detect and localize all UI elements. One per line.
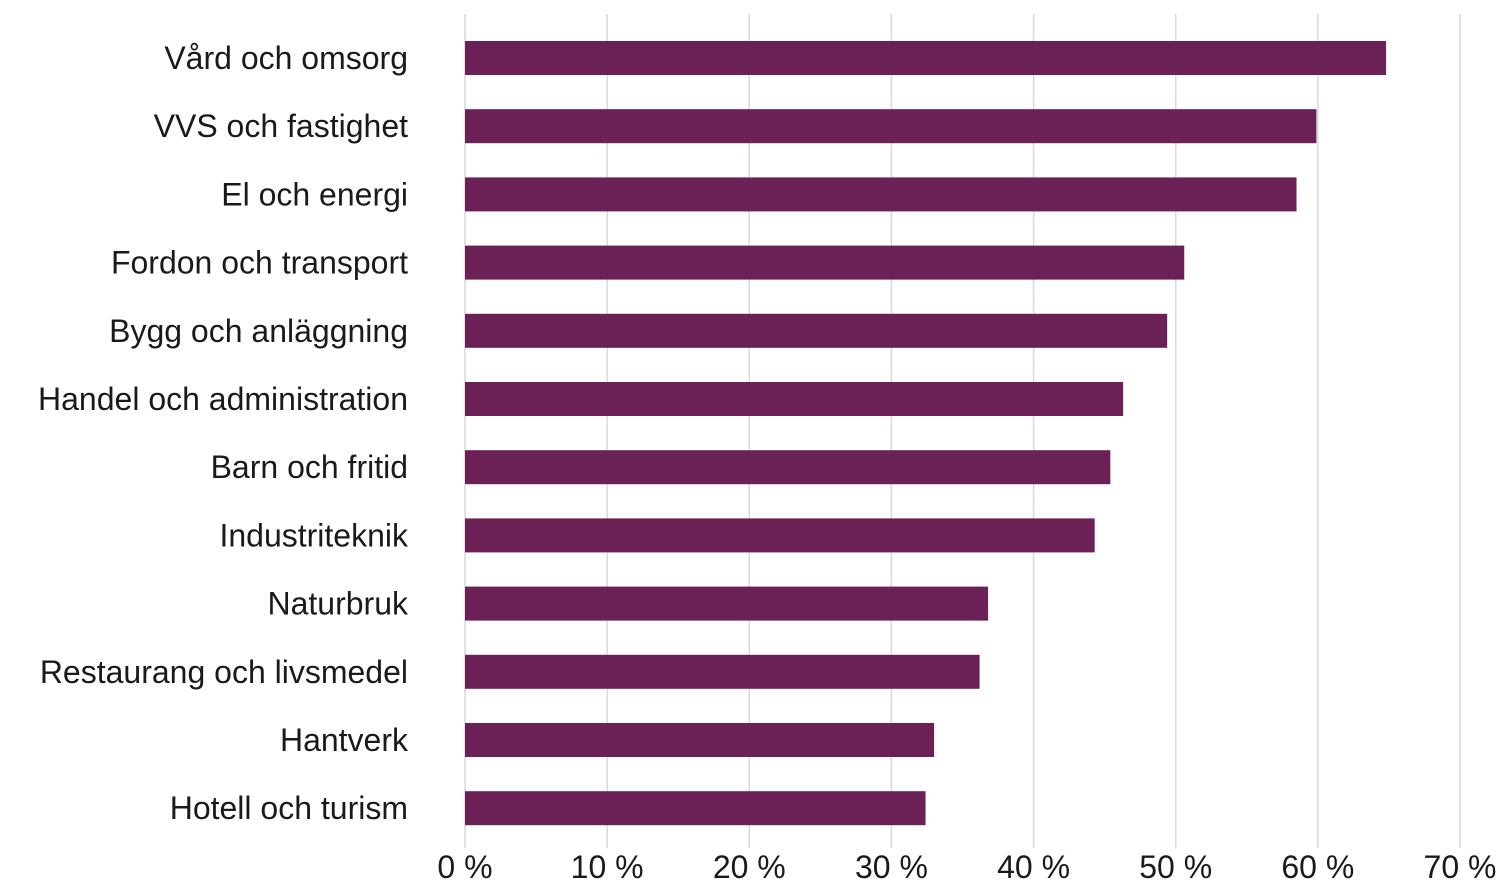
x-axis-tick-labels: 0 % 10 % 20 % 30 % 40 % 50 % 60 % 70 %: [437, 849, 1496, 883]
bar: [465, 109, 1317, 144]
bars: [465, 41, 1387, 826]
bar: [465, 723, 935, 757]
bar: [465, 450, 1111, 485]
x-tick-label: 70 %: [1424, 849, 1497, 883]
bar: [465, 245, 1185, 280]
x-tick-label: 10 %: [571, 849, 644, 883]
category-label: Handel och administration: [38, 381, 408, 417]
category-label: Restaurang och livsmedel: [40, 654, 408, 690]
category-label: Industriteknik: [219, 517, 409, 553]
bar: [465, 41, 1387, 75]
x-tick-label: 40 %: [997, 849, 1070, 883]
category-label: Naturbruk: [268, 586, 410, 622]
category-labels: Vård och omsorg VVS och fastighet El och e…: [38, 40, 409, 826]
bar: [465, 177, 1297, 212]
x-tick-label: 60 %: [1281, 849, 1354, 883]
category-label: VVS och fastighet: [154, 108, 408, 144]
category-label: Fordon och transport: [111, 245, 408, 281]
category-label: El och energi: [221, 176, 408, 212]
bar: [465, 586, 989, 621]
x-tick-label: 0 %: [437, 849, 492, 883]
bar: [465, 654, 980, 689]
x-tick-label: 30 %: [855, 849, 928, 883]
category-label: Hotell och turism: [170, 790, 408, 826]
bar: [465, 382, 1124, 416]
x-tick-label: 50 %: [1139, 849, 1212, 883]
category-label: Hantverk: [280, 722, 409, 758]
x-tick-label: 20 %: [713, 849, 786, 883]
category-label: Barn och fritid: [211, 449, 408, 485]
category-label: Vård och omsorg: [164, 40, 408, 76]
bar: [465, 791, 926, 826]
gridlines: [464, 14, 1461, 848]
category-label: Bygg och anläggning: [109, 313, 408, 349]
bar: [465, 518, 1095, 553]
bar: [465, 313, 1168, 348]
